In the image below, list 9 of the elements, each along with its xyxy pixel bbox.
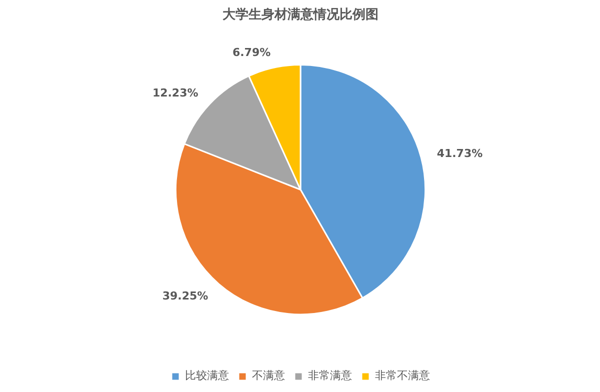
data-label: 6.79%: [232, 46, 271, 59]
legend-label: 不满意: [252, 368, 285, 383]
data-label: 12.23%: [152, 86, 198, 100]
legend-label: 非常满意: [308, 368, 352, 383]
legend-label: 比较满意: [185, 368, 229, 383]
legend-label: 非常不满意: [375, 368, 430, 383]
data-label: 39.25%: [162, 289, 208, 302]
chart-title: 大学生身材满意情况比例图: [222, 6, 378, 22]
data-label: 41.73%: [436, 147, 483, 160]
